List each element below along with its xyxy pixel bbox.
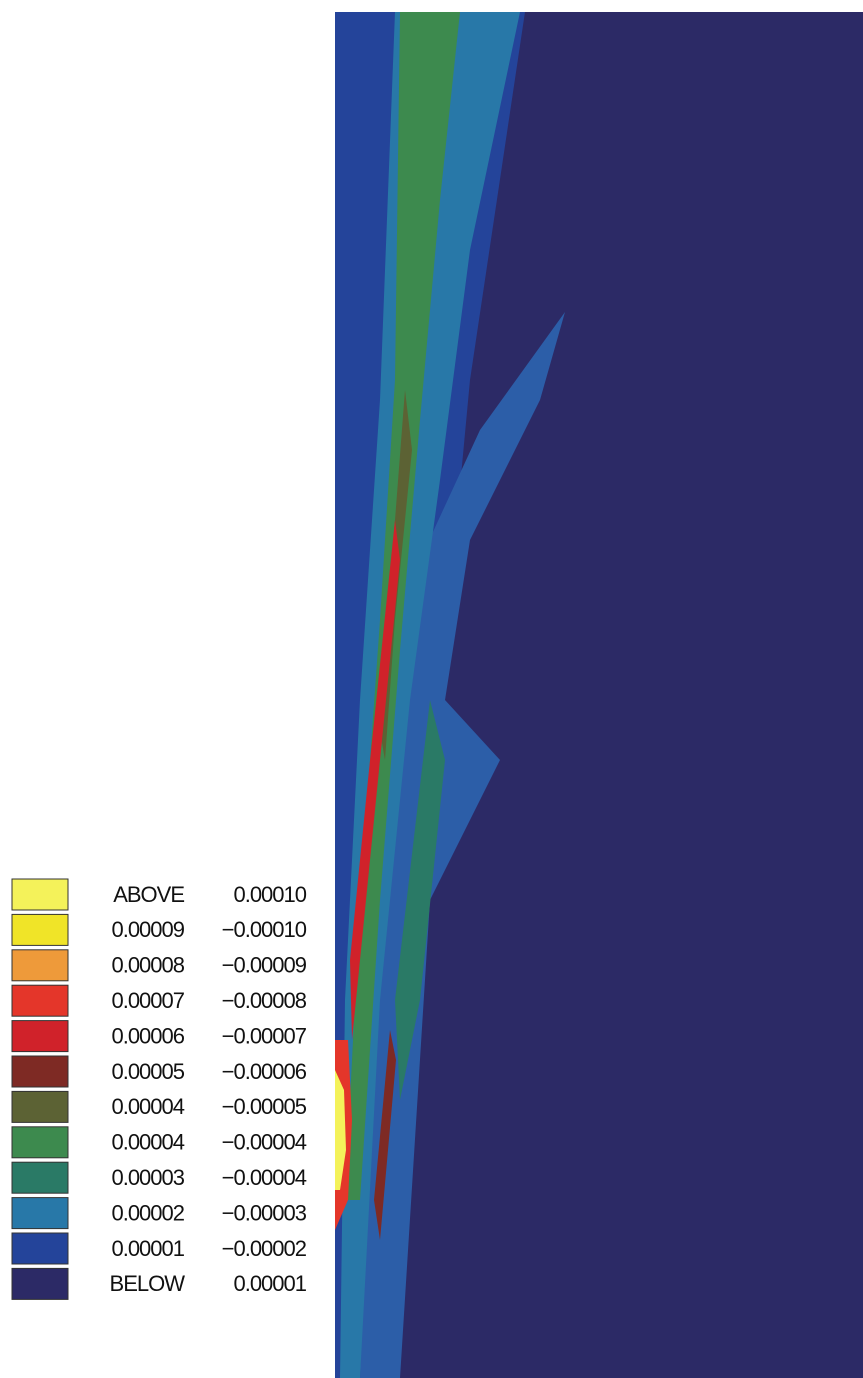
legend-low: 0.00001	[111, 1236, 184, 1261]
legend-high: −0.00009	[222, 953, 307, 978]
legend-swatch	[12, 1233, 68, 1264]
legend-low: 0.00004	[111, 1094, 184, 1119]
legend-low: 0.00007	[111, 988, 184, 1013]
legend-swatch	[12, 914, 68, 945]
legend-high: −0.00002	[222, 1236, 307, 1261]
legend-low: 0.00006	[111, 1023, 184, 1048]
legend-high: −0.00006	[222, 1059, 307, 1084]
legend-high: −0.00004	[222, 1165, 307, 1190]
legend-swatch	[12, 1198, 68, 1229]
legend: ABOVE 0.00010 0.00009 −0.00010 0.00008 −0.000…	[12, 879, 307, 1299]
legend-high: −0.00008	[222, 988, 307, 1013]
legend-swatch	[12, 1021, 68, 1052]
legend-low: ABOVE	[113, 882, 184, 907]
legend-high: −0.00005	[222, 1094, 307, 1119]
legend-swatch	[12, 985, 68, 1016]
legend-high: −0.00004	[222, 1130, 307, 1155]
legend-low: 0.00002	[111, 1200, 184, 1225]
legend-high: 0.00001	[233, 1271, 306, 1296]
page: {"legend": {"items": [ {"low": "ABOVE", …	[0, 0, 863, 1378]
legend-swatch	[12, 1268, 68, 1299]
legend-low: 0.00008	[111, 953, 184, 978]
legend-high: 0.00010	[233, 882, 306, 907]
legend-swatch	[12, 950, 68, 981]
legend-low: 0.00009	[111, 917, 184, 942]
legend-high: −0.00007	[222, 1023, 307, 1048]
legend-low: BELOW	[110, 1271, 186, 1296]
legend-low: 0.00005	[111, 1059, 184, 1084]
legend-swatch	[12, 1056, 68, 1087]
contour-plot	[335, 12, 863, 1378]
figure: ABOVE 0.00010 0.00009 −0.00010 0.00008 −0.000…	[0, 0, 863, 1378]
legend-swatch	[12, 1162, 68, 1193]
legend-swatch	[12, 1127, 68, 1158]
legend-high: −0.00003	[222, 1200, 307, 1225]
legend-high: −0.00010	[222, 917, 307, 942]
legend-low: 0.00004	[111, 1130, 184, 1155]
legend-swatch	[12, 1091, 68, 1122]
legend-low: 0.00003	[111, 1165, 184, 1190]
legend-swatch	[12, 879, 68, 910]
